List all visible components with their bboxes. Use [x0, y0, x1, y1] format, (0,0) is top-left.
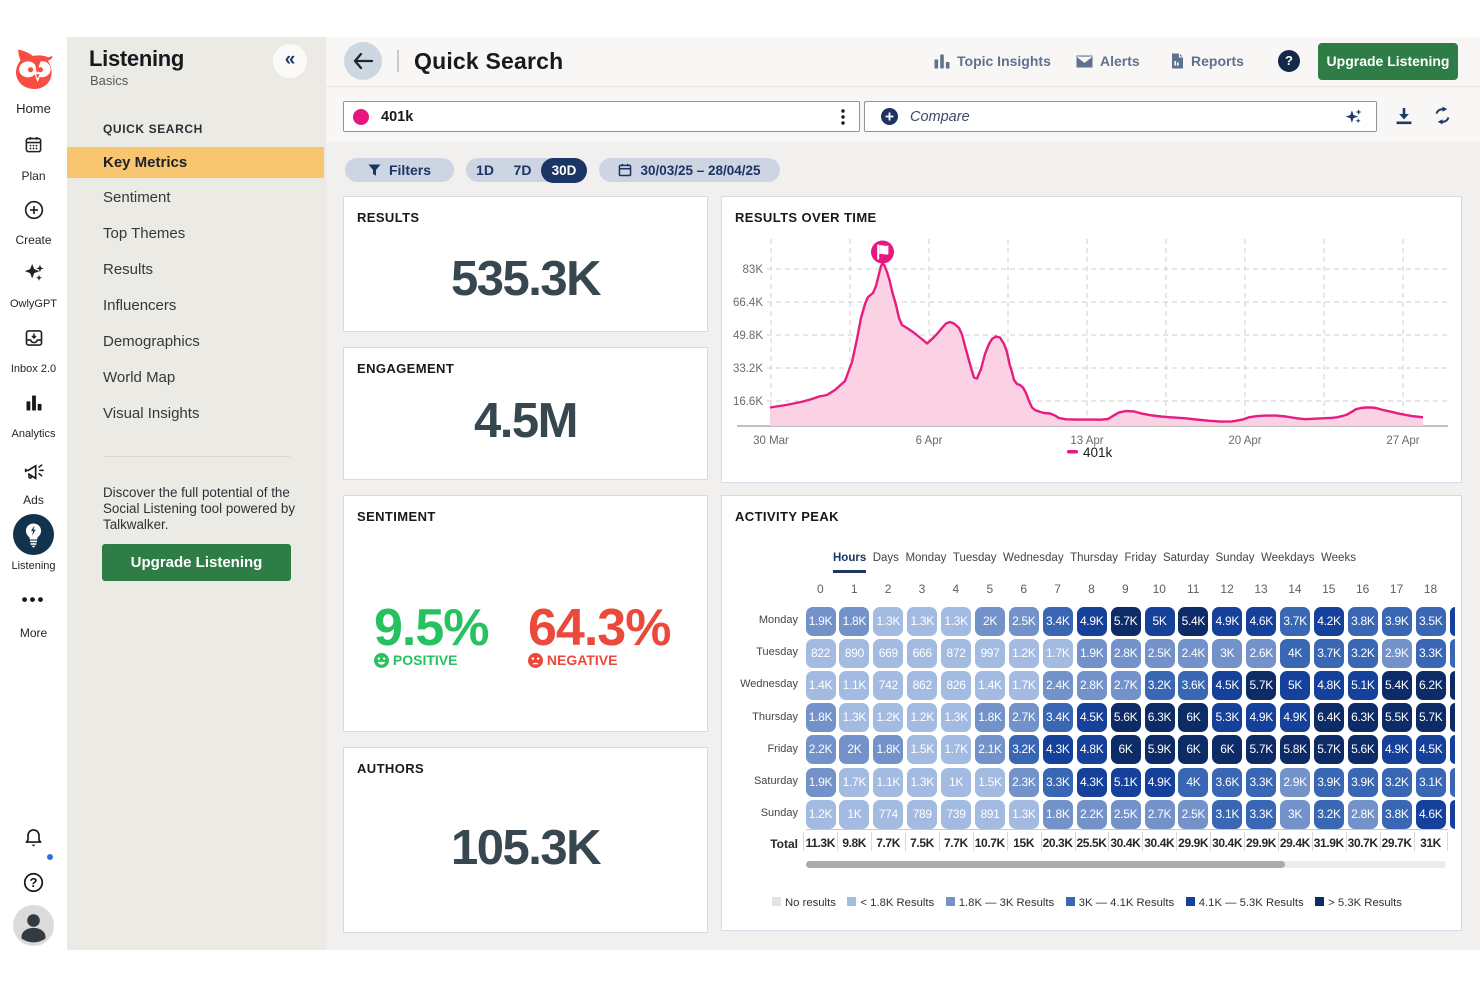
svg-text:83K: 83K: [743, 264, 764, 276]
svg-text:66.4K: 66.4K: [733, 297, 763, 309]
svg-text:6 Apr: 6 Apr: [916, 435, 943, 447]
svg-text:401k: 401k: [1083, 445, 1113, 460]
svg-text:16.6K: 16.6K: [733, 396, 763, 408]
svg-text:49.8K: 49.8K: [733, 330, 763, 342]
svg-text:20 Apr: 20 Apr: [1228, 435, 1261, 447]
svg-text:30 Mar: 30 Mar: [753, 435, 789, 447]
svg-text:33.2K: 33.2K: [733, 363, 763, 375]
svg-text:13 Apr: 13 Apr: [1070, 435, 1103, 447]
svg-text:27 Apr: 27 Apr: [1386, 435, 1419, 447]
